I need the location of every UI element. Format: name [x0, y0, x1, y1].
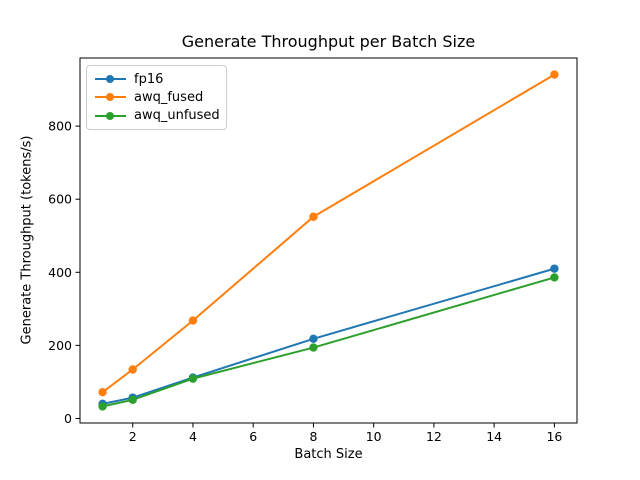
x-tick-label: 14 [486, 429, 502, 444]
series-line-fp16 [102, 267, 555, 405]
legend-dot-swatch [106, 93, 114, 102]
data-point-awq_unfused-2 [128, 395, 137, 405]
x-tick-label: 8 [309, 429, 317, 444]
legend-item-awq-fused: awq_fused [95, 88, 218, 106]
data-point-awq_unfused-1 [98, 402, 107, 411]
x-tick-label: 4 [189, 429, 197, 444]
legend: fp16 awq_fused awq_unfused [86, 65, 227, 130]
data-point-awq_unfused-16 [550, 273, 559, 282]
data-point-awq_unfused-4 [188, 374, 198, 383]
x-tick-label: 10 [366, 429, 382, 444]
legend-label: fp16 [134, 71, 164, 87]
legend-dot-swatch [106, 111, 114, 120]
legend-label: awq_unfused [134, 108, 220, 124]
data-point-awq_fused-2 [128, 365, 137, 374]
data-point-awq_fused-1 [98, 387, 107, 397]
y-tick-label: 200 [48, 338, 72, 353]
data-point-awq_unfused-8 [309, 343, 318, 352]
y-tick-label: 800 [48, 119, 72, 134]
legend-label: awq_fused [134, 89, 204, 105]
legend-marker-icon [95, 75, 126, 84]
legend-item-awq-unfused: awq_unfused [95, 107, 220, 125]
x-axis-label: Batch Size [294, 447, 363, 462]
series-line-awq_unfused [102, 276, 555, 408]
legend-marker-icon [95, 111, 126, 120]
x-tick-label: 6 [249, 429, 257, 444]
y-tick-label: 400 [48, 265, 72, 280]
legend-dot-swatch [106, 75, 114, 84]
data-point-awq_fused-4 [188, 316, 198, 325]
x-tick-label: 2 [129, 429, 137, 444]
x-tick-label: 12 [426, 429, 442, 444]
x-tick-label: 16 [546, 429, 562, 444]
legend-item-fp16: fp16 [95, 70, 218, 88]
data-point-awq_fused-16 [550, 70, 559, 79]
chart-title: Generate Throughput per Batch Size [181, 32, 476, 51]
y-axis-label: Generate Throughput (tokens/s) [19, 135, 35, 345]
data-point-awq_fused-8 [309, 212, 318, 221]
data-point-fp16-8 [309, 334, 318, 344]
legend-marker-icon [95, 93, 126, 102]
y-tick-label: 600 [48, 192, 72, 207]
y-tick-label: 0 [64, 411, 72, 426]
plot-frame [79, 57, 578, 424]
data-point-fp16-16 [550, 264, 559, 273]
